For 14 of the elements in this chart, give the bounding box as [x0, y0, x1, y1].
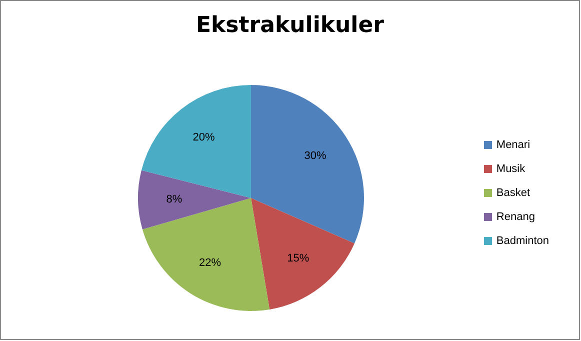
legend-label: Musik — [496, 163, 526, 175]
legend-label: Renang — [496, 211, 535, 223]
data-label: 22% — [199, 257, 222, 270]
pie-slice — [251, 85, 364, 244]
legend-label: Menari — [496, 139, 530, 151]
legend-label: Basket — [496, 187, 530, 199]
pie-slice — [138, 170, 251, 230]
data-label: 30% — [304, 150, 327, 162]
legend-label: Badminton — [496, 235, 549, 247]
data-label: 8% — [166, 193, 182, 206]
pie-slice — [251, 198, 354, 310]
data-label: 15% — [287, 252, 310, 265]
data-label: 20% — [192, 131, 216, 144]
chart-title: Ekstrakulikuler — [195, 13, 385, 38]
